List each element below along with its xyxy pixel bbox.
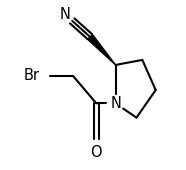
Text: Br: Br (23, 68, 39, 83)
Text: O: O (91, 145, 102, 160)
Text: N: N (60, 7, 71, 22)
Polygon shape (86, 34, 116, 65)
Text: N: N (110, 96, 121, 111)
